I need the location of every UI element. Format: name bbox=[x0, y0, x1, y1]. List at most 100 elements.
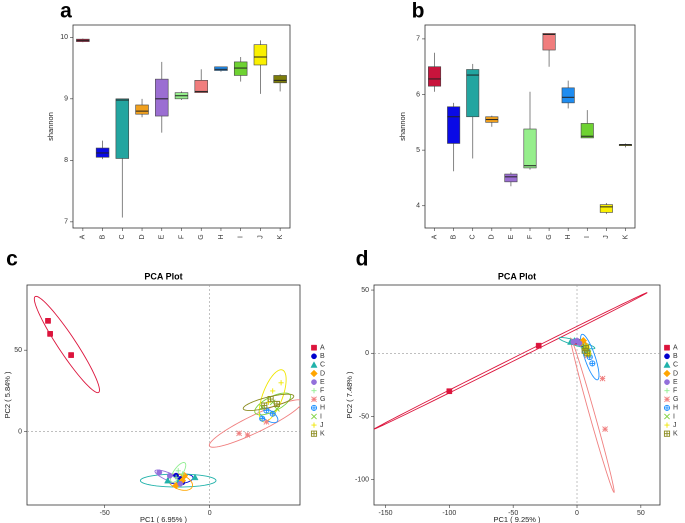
y-tick-label: 50 bbox=[361, 287, 369, 294]
point bbox=[589, 360, 596, 367]
legend-marker bbox=[311, 396, 317, 403]
x-tick-label: C bbox=[119, 234, 126, 239]
legend-marker bbox=[311, 413, 317, 420]
legend-label: I bbox=[673, 413, 675, 420]
legend-marker bbox=[664, 353, 670, 360]
legend-marker bbox=[310, 369, 318, 378]
legend-marker bbox=[664, 413, 670, 420]
point bbox=[278, 380, 284, 386]
box bbox=[580, 123, 594, 139]
y-tick-label: 10 bbox=[60, 34, 68, 41]
x-tick-label: D bbox=[489, 234, 496, 239]
ellipse bbox=[570, 337, 615, 494]
y-axis-label: shannon bbox=[46, 112, 55, 141]
legend-marker bbox=[311, 344, 317, 351]
x-tick-label: F bbox=[527, 235, 534, 239]
x-tick-label: -100 bbox=[442, 510, 456, 517]
point bbox=[177, 481, 184, 487]
x-tick-label: A bbox=[431, 234, 438, 239]
chart-title: PCA Plot bbox=[144, 271, 182, 281]
legend-marker bbox=[311, 388, 317, 394]
x-tick-label: H bbox=[565, 234, 572, 239]
y-tick-label: 5 bbox=[416, 147, 420, 154]
x-tick-label: I bbox=[584, 236, 591, 238]
legend-label: D bbox=[673, 370, 678, 377]
point bbox=[179, 471, 185, 477]
point bbox=[166, 472, 173, 479]
legend-label: H bbox=[320, 405, 325, 412]
ellipse bbox=[33, 295, 100, 394]
legend-marker bbox=[311, 379, 317, 385]
point bbox=[259, 415, 266, 422]
x-tick-label: K bbox=[277, 234, 284, 239]
x-tick-label: G bbox=[198, 234, 205, 239]
plot-area bbox=[374, 285, 660, 505]
y-axis-label: PC2 ( 5.84% ) bbox=[3, 371, 12, 419]
ellipse bbox=[580, 333, 600, 381]
x-tick-label: E bbox=[159, 234, 166, 239]
point bbox=[261, 402, 268, 409]
box bbox=[253, 44, 268, 66]
y-tick-label: 0 bbox=[18, 429, 22, 436]
legend-marker bbox=[664, 344, 670, 351]
legend-marker bbox=[663, 430, 671, 437]
legend-label: A bbox=[673, 345, 678, 352]
box bbox=[115, 98, 130, 159]
x-tick-label: J bbox=[257, 235, 264, 239]
point bbox=[68, 352, 74, 358]
x-axis-label: PC1 ( 9.25% ) bbox=[493, 515, 541, 523]
x-tick-label: -50 bbox=[508, 510, 518, 517]
x-axis-label: PC1 ( 6.95% ) bbox=[140, 515, 188, 523]
legend-label: D bbox=[320, 370, 325, 377]
legend-label: G bbox=[673, 396, 678, 403]
legend-label: K bbox=[673, 431, 678, 438]
point bbox=[156, 469, 163, 476]
box bbox=[504, 173, 518, 183]
legend-marker bbox=[311, 353, 317, 360]
box bbox=[599, 204, 613, 213]
box bbox=[523, 128, 537, 169]
ellipse bbox=[254, 392, 292, 416]
x-tick-label: A bbox=[80, 234, 87, 239]
legend-marker bbox=[663, 369, 671, 378]
legend-marker bbox=[664, 388, 670, 394]
point bbox=[45, 318, 51, 324]
chart-title: PCA Plot bbox=[498, 271, 536, 281]
legend-label: B bbox=[673, 353, 678, 360]
ellipse bbox=[242, 393, 295, 411]
legend-label: C bbox=[320, 362, 325, 369]
x-tick-label: D bbox=[139, 234, 146, 239]
box bbox=[428, 66, 442, 87]
point bbox=[273, 405, 280, 412]
legend-marker bbox=[663, 404, 671, 411]
legend-marker bbox=[664, 379, 670, 385]
box bbox=[542, 33, 556, 51]
point bbox=[576, 340, 583, 346]
x-tick-label: C bbox=[470, 234, 477, 239]
y-tick-label: -100 bbox=[355, 477, 369, 484]
x-tick-label: -50 bbox=[100, 510, 110, 517]
y-tick-label: 9 bbox=[64, 96, 68, 103]
point bbox=[265, 399, 272, 405]
x-tick-label: K bbox=[622, 234, 629, 239]
legend-marker bbox=[664, 396, 670, 403]
legend-label: J bbox=[320, 422, 324, 429]
x-tick-label: H bbox=[218, 234, 225, 239]
point bbox=[273, 400, 280, 408]
ellipse bbox=[170, 462, 187, 483]
x-tick-label: B bbox=[450, 234, 457, 239]
y-tick-label: 8 bbox=[64, 157, 68, 164]
point bbox=[47, 331, 53, 337]
x-tick-label: F bbox=[178, 235, 185, 239]
x-tick-label: J bbox=[603, 235, 610, 239]
box bbox=[214, 66, 228, 71]
box bbox=[447, 106, 461, 144]
x-tick-label: E bbox=[508, 234, 515, 239]
point bbox=[269, 410, 276, 417]
x-tick-label: I bbox=[238, 236, 245, 238]
panel-label: d bbox=[356, 248, 369, 271]
legend-marker bbox=[311, 422, 317, 428]
legend-label: F bbox=[320, 388, 324, 395]
point bbox=[446, 388, 453, 395]
plot-frame bbox=[373, 284, 661, 506]
